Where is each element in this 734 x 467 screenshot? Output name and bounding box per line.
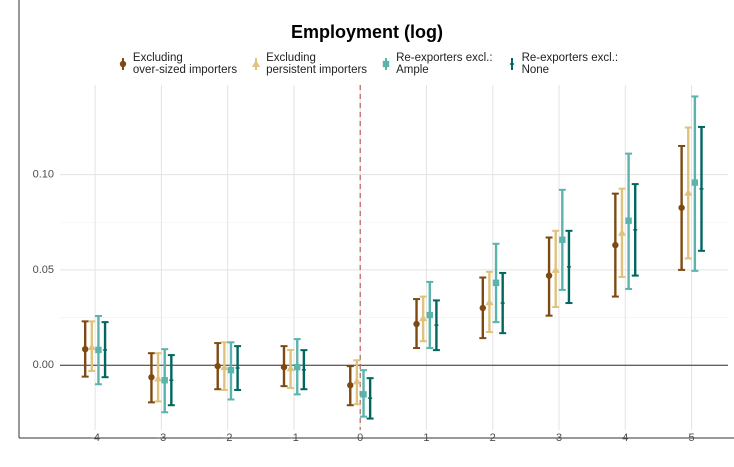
x-tick-label: 5 [688, 432, 694, 444]
legend-label: Excluding over-sized importers [132, 52, 238, 76]
legend-key [252, 58, 261, 70]
point [559, 236, 566, 243]
point [360, 391, 367, 398]
point [119, 60, 127, 68]
point [154, 374, 163, 382]
y-tick-label: 0.10 [33, 168, 54, 180]
point [95, 346, 102, 354]
legend-key [382, 58, 390, 70]
point [227, 366, 235, 374]
point [419, 314, 428, 322]
point [612, 241, 619, 249]
x-tick-label: -3 [157, 432, 167, 444]
x-tick-label: 1 [423, 432, 429, 444]
x-tick-label: -4 [90, 432, 100, 444]
legend-label: Re-exporters excl.: None [521, 52, 619, 76]
legend-key [509, 58, 514, 70]
x-tick-label: -2 [223, 432, 233, 444]
y-tick-label: 0.00 [33, 359, 54, 371]
point [148, 374, 155, 381]
point [413, 320, 420, 328]
legend: Excluding over-sized importers Excluding … [0, 52, 734, 76]
legend-key [119, 58, 127, 70]
legend-label: Excluding persistent importers [266, 52, 368, 76]
point [382, 60, 390, 68]
x-tick-label: 4 [622, 432, 628, 444]
legend-item: Excluding persistent importers [249, 52, 367, 76]
point [161, 377, 168, 384]
point [684, 188, 693, 196]
x-tick-label: 3 [556, 432, 562, 444]
point [220, 363, 229, 371]
point [492, 279, 500, 287]
point [678, 204, 685, 211]
point [87, 343, 96, 351]
x-tick-label: -1 [289, 432, 299, 444]
point [352, 377, 361, 385]
x-tick-label: 0 [357, 432, 363, 444]
legend-item: Excluding over-sized importers [116, 52, 237, 76]
y-tick-label: 0.05 [33, 264, 54, 276]
point [347, 382, 354, 389]
x-tick-label: 2 [490, 432, 496, 444]
point [252, 60, 261, 67]
point [479, 304, 487, 312]
point [691, 179, 699, 186]
legend-item: Re-exporters excl.: None [505, 52, 619, 76]
legend-label: Re-exporters excl.: Ample [396, 52, 493, 76]
chart-title: Employment (log) [291, 22, 443, 42]
point [426, 311, 433, 319]
point [294, 363, 301, 371]
point [625, 217, 632, 224]
point [81, 345, 89, 353]
point [617, 228, 626, 236]
legend-item: Re-exporters excl.: Ample [379, 52, 493, 76]
point [286, 364, 295, 372]
point [551, 265, 560, 273]
point [545, 272, 553, 279]
point [214, 362, 221, 370]
point [280, 363, 288, 371]
point [485, 298, 494, 306]
